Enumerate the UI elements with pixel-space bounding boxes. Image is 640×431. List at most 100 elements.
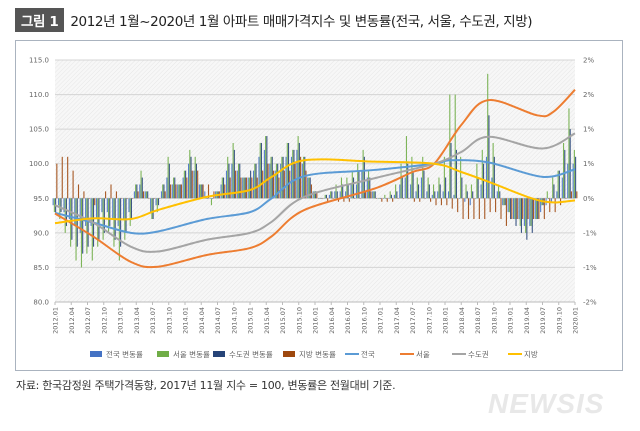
bar-2-month-44: [292, 149, 294, 199]
bar-1-month-93: [556, 191, 558, 199]
bar-4-month-8: [99, 198, 101, 199]
bar-2-month-1: [59, 198, 61, 220]
bar-1-month-2: [63, 198, 65, 213]
bar-1-month-80: [485, 156, 488, 199]
legend-item: 지방: [508, 349, 538, 359]
legend-swatch: [283, 351, 295, 357]
bar-2-month-64: [400, 163, 402, 199]
bar-4-month-53: [343, 198, 345, 202]
bar-3-month-9: [103, 198, 105, 233]
right-tick-label: 1%: [583, 126, 594, 134]
bar-3-month-37: [255, 163, 257, 199]
bar-4-month-38: [262, 170, 264, 199]
bar-4-month-58: [370, 191, 372, 199]
bar-3-month-13: [125, 198, 127, 233]
x-tick-label: 2012.07: [84, 307, 92, 334]
bar-3-month-55: [352, 177, 355, 199]
bar-1-month-20: [160, 191, 163, 199]
bar-3-month-62: [390, 194, 392, 199]
bar-1-month-24: [182, 177, 184, 199]
bar-1-month-34: [236, 170, 238, 199]
bar-4-month-24: [186, 177, 188, 199]
bar-2-month-67: [416, 177, 418, 199]
bar-3-month-81: [493, 156, 495, 199]
bar-4-month-61: [386, 198, 388, 202]
x-tick-label: 2019.01: [507, 307, 515, 334]
bar-2-month-28: [205, 198, 207, 199]
bar-3-month-74: [455, 149, 457, 199]
bar-2-month-50: [324, 194, 326, 199]
bar-4-month-57: [365, 191, 367, 199]
bar-1-month-85: [513, 198, 515, 220]
bar-4-month-41: [278, 177, 280, 199]
bar-3-month-22: [174, 177, 176, 199]
legend-label: 지방 변동률: [299, 349, 336, 359]
x-tick-label: 2016.01: [312, 307, 320, 334]
bar-4-month-20: [164, 191, 166, 199]
bar-4-month-78: [478, 198, 480, 220]
bar-4-month-85: [516, 198, 518, 220]
bar-3-month-33: [233, 149, 235, 199]
bar-3-month-52: [336, 191, 338, 199]
bar-1-month-70: [431, 194, 433, 199]
bar-1-month-51: [328, 194, 330, 199]
bar-3-month-76: [466, 191, 468, 199]
bar-3-month-56: [358, 170, 360, 199]
right-tick-label: 0%: [583, 195, 594, 203]
bar-1-month-76: [464, 198, 466, 202]
x-tick-label: 2017.01: [377, 307, 385, 334]
bar-3-month-72: [445, 177, 447, 199]
bar-1-month-4: [74, 198, 76, 226]
bar-4-month-27: [202, 184, 204, 199]
bar-2-month-77: [470, 184, 473, 199]
bar-4-month-22: [175, 184, 177, 199]
bar-2-month-31: [221, 177, 223, 199]
left-tick-label: 85.0: [33, 264, 49, 272]
bar-4-month-56: [359, 198, 361, 199]
bar-1-month-36: [247, 177, 249, 199]
bar-3-month-83: [504, 198, 506, 206]
bar-2-month-42: [281, 156, 283, 199]
bar-1-month-43: [285, 156, 287, 199]
bar-3-month-14: [130, 198, 132, 220]
bar-3-month-94: [564, 149, 566, 199]
bar-2-month-32: [227, 156, 229, 199]
bar-2-month-82: [497, 184, 500, 199]
bar-2-month-60: [378, 198, 380, 199]
bar-2-month-48: [313, 191, 315, 199]
bar-1-month-46: [301, 163, 303, 199]
bar-3-month-47: [309, 177, 311, 199]
x-tick-label: 2013.04: [133, 307, 141, 334]
bar-2-month-5: [80, 198, 83, 268]
bar-3-month-91: [547, 198, 550, 199]
bar-4-month-75: [462, 198, 464, 220]
bar-1-month-75: [458, 198, 460, 199]
bar-4-month-91: [549, 198, 551, 213]
line-series-1: [54, 159, 576, 235]
bar-2-month-37: [254, 163, 256, 199]
bar-1-month-71: [437, 191, 439, 199]
bar-2-month-20: [162, 184, 164, 199]
figure-title-text: 2012년 1월~2020년 1월 아파트 매매가격지수 및 변동률(전국, 서…: [70, 14, 533, 30]
bar-4-month-59: [375, 198, 377, 199]
bar-4-month-95: [570, 191, 572, 199]
bar-3-month-16: [141, 177, 143, 199]
bar-2-month-7: [91, 198, 93, 261]
bar-4-month-84: [511, 198, 513, 220]
x-tick-label: 2014.07: [214, 307, 222, 334]
bar-4-month-73: [451, 198, 453, 209]
line-series-4: [54, 158, 576, 225]
bar-4-month-62: [392, 198, 394, 202]
plot-area: [55, 60, 575, 302]
x-tick-label: 2020.01: [572, 307, 580, 334]
bar-4-month-82: [500, 198, 502, 220]
bar-3-month-32: [228, 163, 230, 199]
bar-4-month-71: [440, 198, 442, 206]
bar-4-month-15: [137, 191, 139, 199]
x-tick-label: 2016.07: [344, 307, 352, 334]
bar-1-month-3: [68, 198, 70, 220]
bar-3-month-66: [412, 170, 414, 199]
bar-4-month-47: [310, 184, 312, 199]
bar-2-month-76: [465, 184, 467, 199]
bar-1-month-25: [188, 163, 190, 199]
